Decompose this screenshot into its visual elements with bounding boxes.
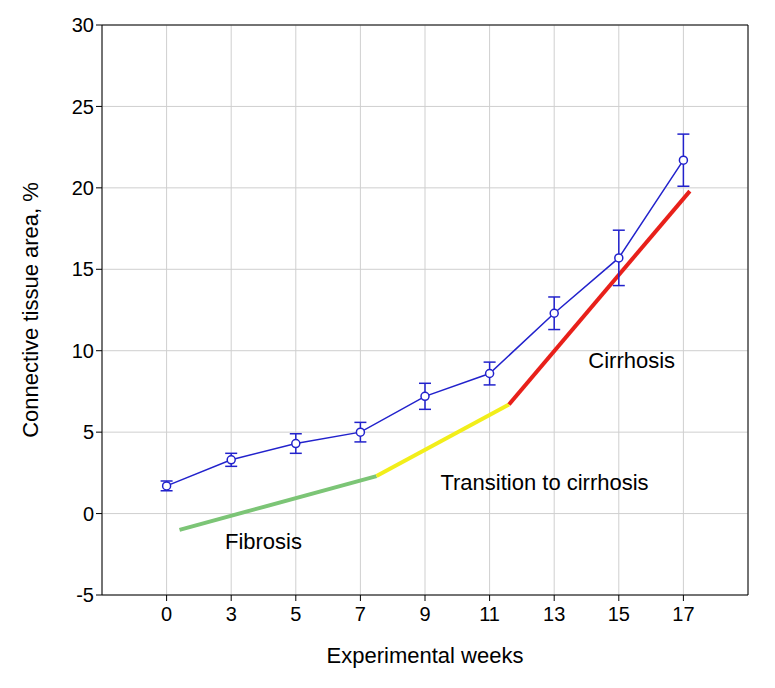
svg-text:Fibrosis: Fibrosis xyxy=(225,529,302,554)
svg-text:20: 20 xyxy=(72,177,94,199)
svg-text:11: 11 xyxy=(479,603,500,625)
svg-text:Cirrhosis: Cirrhosis xyxy=(588,348,675,373)
svg-text:Connective tissue area, %: Connective tissue area, % xyxy=(18,182,43,438)
svg-text:25: 25 xyxy=(72,96,94,118)
svg-text:13: 13 xyxy=(543,603,565,625)
svg-text:15: 15 xyxy=(72,258,94,280)
svg-text:Experimental weeks: Experimental weeks xyxy=(327,643,524,668)
svg-text:0: 0 xyxy=(83,503,94,525)
svg-text:-5: -5 xyxy=(76,584,94,606)
svg-text:Transition to cirrhosis: Transition to cirrhosis xyxy=(440,470,648,495)
svg-text:10: 10 xyxy=(72,340,94,362)
svg-text:7: 7 xyxy=(355,603,366,625)
svg-text:15: 15 xyxy=(608,603,630,625)
svg-text:5: 5 xyxy=(290,603,301,625)
svg-text:17: 17 xyxy=(672,603,694,625)
svg-text:9: 9 xyxy=(419,603,430,625)
svg-text:5: 5 xyxy=(83,421,94,443)
svg-text:30: 30 xyxy=(72,14,94,36)
svg-text:3: 3 xyxy=(226,603,237,625)
svg-text:0: 0 xyxy=(161,603,172,625)
